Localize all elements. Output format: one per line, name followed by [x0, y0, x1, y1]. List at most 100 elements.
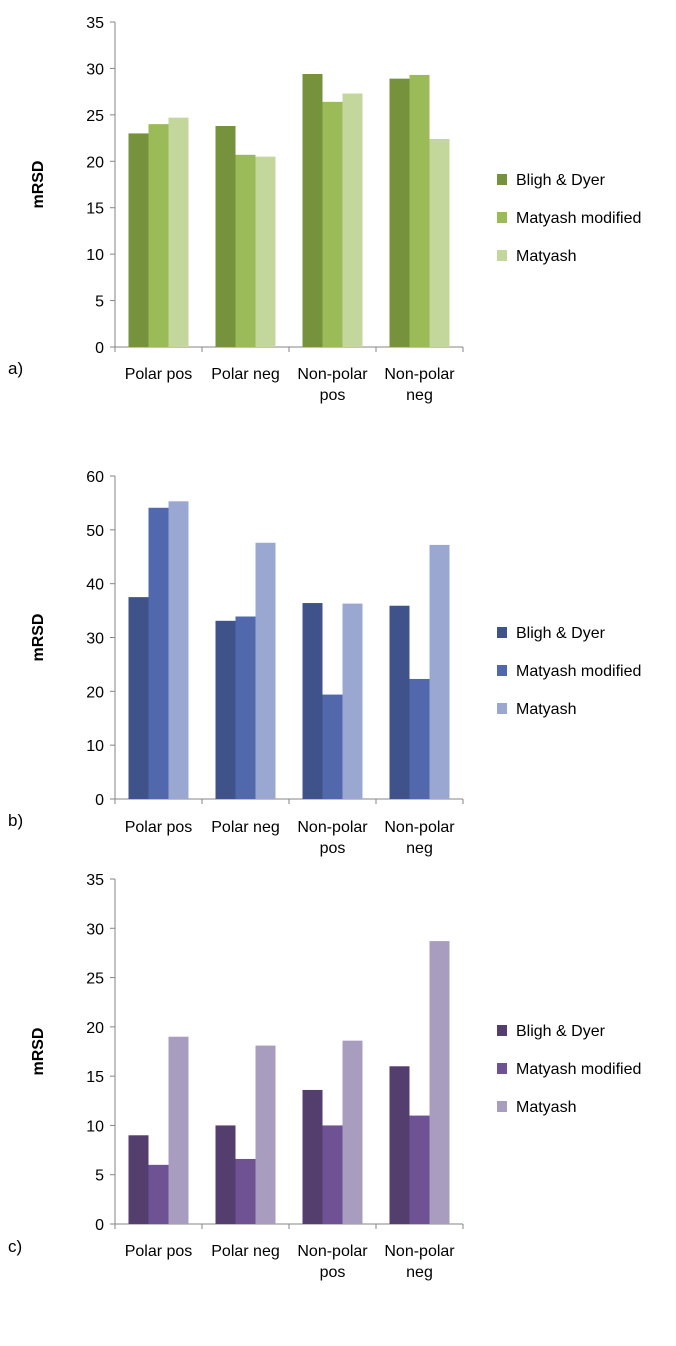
- legend-label: Bligh & Dyer: [516, 1023, 606, 1040]
- bar-matyash-modified-2: [235, 616, 256, 799]
- x-category-label: neg: [406, 387, 433, 404]
- x-category-label: Polar neg: [211, 819, 280, 836]
- x-category-label: Polar pos: [125, 366, 193, 383]
- x-category-label: Non-polar: [384, 366, 455, 383]
- bar-bligh-dyer-3: [302, 1089, 323, 1224]
- legend-label: Matyash: [516, 248, 576, 265]
- bar-matyash-1: [168, 501, 189, 799]
- x-category-label: neg: [406, 840, 433, 857]
- x-category-label: pos: [320, 1264, 346, 1281]
- y-tick-label: 25: [86, 971, 104, 988]
- legend: Bligh & Dyer Matyash modified Matyash: [497, 625, 641, 718]
- legend-swatch: [497, 212, 507, 223]
- y-tick-label: 20: [86, 1020, 104, 1037]
- panel-label: a): [8, 359, 23, 378]
- bar-matyash-3: [342, 1040, 363, 1224]
- bar-matyash-modified-3: [322, 694, 343, 799]
- legend-label: Matyash modified: [516, 1061, 641, 1078]
- bar-bligh-dyer-2: [215, 620, 236, 799]
- bar-bligh-dyer-1: [128, 1135, 149, 1224]
- bar-bligh-dyer-4: [389, 605, 410, 799]
- y-tick-label: 20: [86, 684, 104, 701]
- legend-label: Matyash modified: [516, 210, 641, 227]
- bar-matyash-2: [255, 542, 276, 799]
- chart-panel-1: 0 5 10 15 20 25 30 35 Polar pos Polar neg Non-pola…: [8, 15, 641, 404]
- bar-matyash-3: [342, 93, 363, 347]
- y-tick-label: 35: [86, 15, 104, 32]
- y-tick-label: 5: [95, 1168, 104, 1185]
- y-tick-label: 10: [86, 738, 104, 755]
- bar-matyash-4: [429, 941, 450, 1224]
- y-tick-label: 20: [86, 154, 104, 171]
- bar-matyash-modified-4: [409, 1115, 430, 1224]
- x-category-label: Polar neg: [211, 1243, 280, 1260]
- chart-panel-2: 0 10 20 30 40 50 60 Polar pos Polar neg Non-polar…: [8, 469, 641, 857]
- bar-matyash-1: [168, 117, 189, 348]
- legend-swatch: [497, 174, 507, 185]
- legend-swatch: [497, 627, 507, 638]
- bar-matyash-modified-1: [148, 1164, 169, 1224]
- bar-bligh-dyer-2: [215, 126, 236, 347]
- bar-bligh-dyer-4: [389, 1066, 410, 1224]
- y-tick-label: 10: [86, 1118, 104, 1135]
- chart-panel-3: 0 5 10 15 20 25 30 35 Polar pos Polar neg Non-pola…: [8, 872, 641, 1281]
- y-tick-label: 0: [95, 1217, 104, 1234]
- y-tick-label: 50: [86, 523, 104, 540]
- bar-matyash-modified-1: [148, 507, 169, 799]
- legend-swatch: [497, 1025, 507, 1036]
- y-axis-title: mRSD: [30, 1027, 47, 1075]
- legend-swatch: [497, 250, 507, 261]
- x-category-label: Polar pos: [125, 1243, 193, 1260]
- y-tick-label: 15: [86, 201, 104, 218]
- x-category-label: Polar neg: [211, 366, 280, 383]
- y-tick-label: 30: [86, 921, 104, 938]
- y-axis-title: mRSD: [30, 613, 47, 661]
- panel-label: c): [8, 1237, 22, 1256]
- legend-swatch: [497, 1063, 507, 1074]
- bar-matyash-2: [255, 1045, 276, 1224]
- y-tick-label: 25: [86, 108, 104, 125]
- bar-matyash-3: [342, 603, 363, 799]
- bar-matyash-4: [429, 544, 450, 799]
- legend-swatch: [497, 665, 507, 676]
- x-category-label: Non-polar: [384, 1243, 455, 1260]
- bar-bligh-dyer-3: [302, 74, 323, 347]
- x-category-label: Polar pos: [125, 819, 193, 836]
- bar-bligh-dyer-1: [128, 597, 149, 799]
- bar-matyash-4: [429, 139, 450, 347]
- y-tick-label: 30: [86, 631, 104, 648]
- y-tick-label: 30: [86, 61, 104, 78]
- bar-matyash-modified-2: [235, 154, 256, 347]
- bar-bligh-dyer-4: [389, 78, 410, 348]
- bar-matyash-modified-3: [322, 1125, 343, 1224]
- y-tick-label: 0: [95, 340, 104, 357]
- x-category-label: Non-polar: [297, 819, 368, 836]
- legend: Bligh & Dyer Matyash modified Matyash: [497, 1023, 641, 1116]
- legend-label: Matyash modified: [516, 663, 641, 680]
- bar-bligh-dyer-3: [302, 603, 323, 799]
- legend-swatch: [497, 703, 507, 714]
- y-tick-label: 60: [86, 469, 104, 486]
- y-tick-label: 5: [95, 294, 104, 311]
- bar-matyash-modified-4: [409, 678, 430, 799]
- legend: Bligh & Dyer Matyash modified Matyash: [497, 172, 641, 265]
- y-tick-label: 35: [86, 872, 104, 889]
- bar-matyash-modified-1: [148, 124, 169, 348]
- legend-label: Bligh & Dyer: [516, 625, 606, 642]
- y-tick-label: 0: [95, 792, 104, 809]
- bar-matyash-1: [168, 1036, 189, 1224]
- bar-matyash-modified-2: [235, 1158, 256, 1224]
- legend-label: Matyash: [516, 701, 576, 718]
- x-category-label: pos: [320, 387, 346, 404]
- x-category-label: neg: [406, 1264, 433, 1281]
- bar-matyash-modified-4: [409, 74, 430, 347]
- y-axis-title: mRSD: [30, 160, 47, 208]
- y-tick-label: 40: [86, 577, 104, 594]
- x-category-label: pos: [320, 840, 346, 857]
- legend-label: Matyash: [516, 1099, 576, 1116]
- bar-matyash-modified-3: [322, 101, 343, 347]
- bar-bligh-dyer-2: [215, 1125, 236, 1224]
- bar-matyash-2: [255, 156, 276, 347]
- x-category-label: Non-polar: [297, 366, 368, 383]
